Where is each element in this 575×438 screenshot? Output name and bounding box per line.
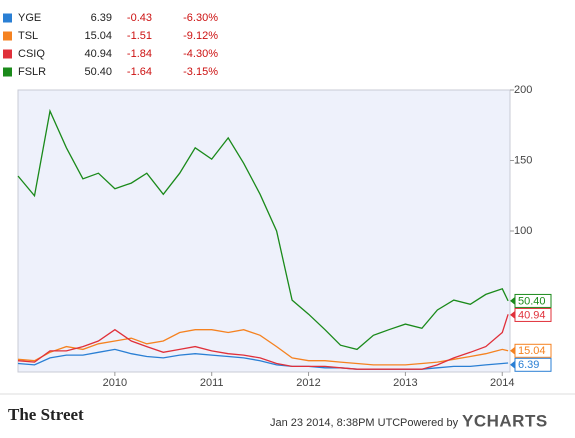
y-tick-label: 200 [514, 84, 532, 96]
end-value-pointer [510, 360, 515, 369]
legend-change-pct: -6.30% [183, 12, 218, 24]
legend-change-pct: -9.12% [183, 30, 218, 42]
end-value-label: 15.04 [518, 345, 546, 357]
legend-change-pct: -4.30% [183, 48, 218, 60]
legend-swatch [3, 31, 12, 41]
series-line [17, 329, 509, 366]
legend-swatch [3, 67, 12, 77]
y-tick-label: 150 [514, 154, 532, 166]
legend-swatch [3, 13, 12, 23]
series-line [17, 314, 509, 370]
plot-area [17, 89, 511, 373]
x-tick-label: 2013 [393, 377, 417, 389]
end-value-pointer [510, 310, 515, 319]
legend-name: TSL [18, 30, 38, 42]
x-tick-label: 2010 [103, 377, 127, 389]
x-tick-label: 2011 [200, 377, 224, 389]
legend-price: 6.39 [91, 12, 112, 24]
legend-change: -0.43 [127, 12, 152, 24]
end-value-pointer [510, 346, 515, 355]
series-line [17, 108, 509, 351]
powered-by: Powered by [400, 417, 459, 429]
legend-change: -1.64 [127, 66, 152, 78]
legend-change: -1.51 [127, 30, 152, 42]
end-value-label: 40.94 [518, 309, 546, 321]
legend-change-pct: -3.15% [183, 66, 218, 78]
end-value-label: 50.40 [518, 295, 546, 307]
legend-name: YGE [18, 12, 41, 24]
legend-price: 50.40 [84, 66, 112, 78]
legend-name: FSLR [18, 66, 46, 78]
y-tick-label: 100 [514, 225, 532, 237]
legend-change: -1.84 [127, 48, 152, 60]
legend-swatch [3, 49, 12, 59]
brand-logo: YCHARTS [462, 411, 548, 430]
series-line [17, 348, 509, 370]
source-logo: The Street [8, 405, 84, 424]
legend-price: 15.04 [84, 30, 112, 42]
end-value-pointer [510, 296, 515, 305]
timestamp: Jan 23 2014, 8:38PM UTC. [270, 417, 403, 429]
x-tick-label: 2014 [490, 377, 514, 389]
x-tick-label: 2012 [296, 377, 320, 389]
legend-price: 40.94 [84, 48, 112, 60]
legend-name: CSIQ [18, 48, 45, 60]
end-value-label: 6.39 [518, 359, 539, 371]
